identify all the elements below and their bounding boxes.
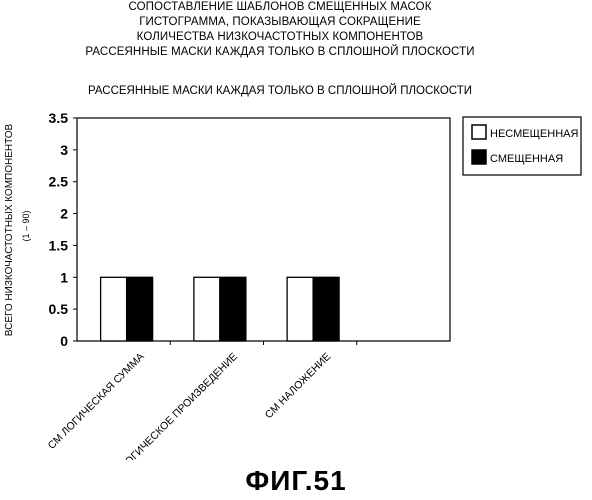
legend-swatch-shifted	[472, 150, 486, 164]
bar-unshifted	[101, 277, 127, 341]
legend-swatch-unshifted	[472, 125, 486, 139]
y-tick-label: 1	[60, 269, 68, 285]
bar-shifted	[220, 277, 246, 341]
y-tick-label: 0.5	[49, 301, 69, 317]
bar-shifted	[127, 277, 153, 341]
y-tick-label: 3.5	[49, 110, 69, 126]
legend-label-shifted: СМЕЩЕННАЯ	[490, 153, 563, 165]
bar-chart: 0 0.5 1 1.5 2 2.5 3 3.5 ВСЕГО НИЗКОЧАСТОТНЫХ КОМ…	[0, 0, 592, 460]
y-tick-label: 3	[60, 142, 68, 158]
bar-unshifted	[194, 277, 220, 341]
y-axis-sublabel: (1 – 90)	[21, 210, 31, 241]
y-tick-label: 2	[60, 206, 68, 222]
bar-unshifted	[287, 277, 313, 341]
legend-label-unshifted: НЕСМЕЩЕННАЯ	[490, 128, 578, 140]
y-tick-label: 2.5	[49, 174, 69, 190]
x-tick-label: СМ ЛОГИЧЕСКАЯ СУММА	[46, 351, 147, 452]
y-tick-label: 1.5	[49, 237, 69, 253]
bar-shifted	[313, 277, 339, 341]
figure-caption: ФИГ.51	[0, 465, 592, 497]
x-tick-label: СМ НАЛОЖЕНИЕ	[263, 351, 333, 421]
y-tick-label: 0	[60, 333, 68, 349]
y-axis-label: ВСЕГО НИЗКОЧАСТОТНЫХ КОМПОНЕНТОВ	[4, 123, 15, 336]
